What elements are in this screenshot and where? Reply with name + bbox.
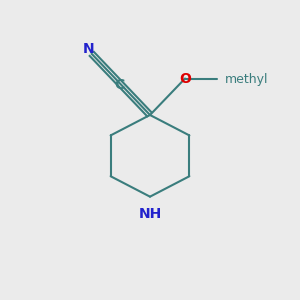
Text: NH: NH (138, 207, 162, 221)
Text: methyl: methyl (224, 73, 268, 85)
Text: C: C (114, 78, 124, 92)
Text: N: N (83, 42, 94, 56)
Text: O: O (179, 71, 191, 85)
